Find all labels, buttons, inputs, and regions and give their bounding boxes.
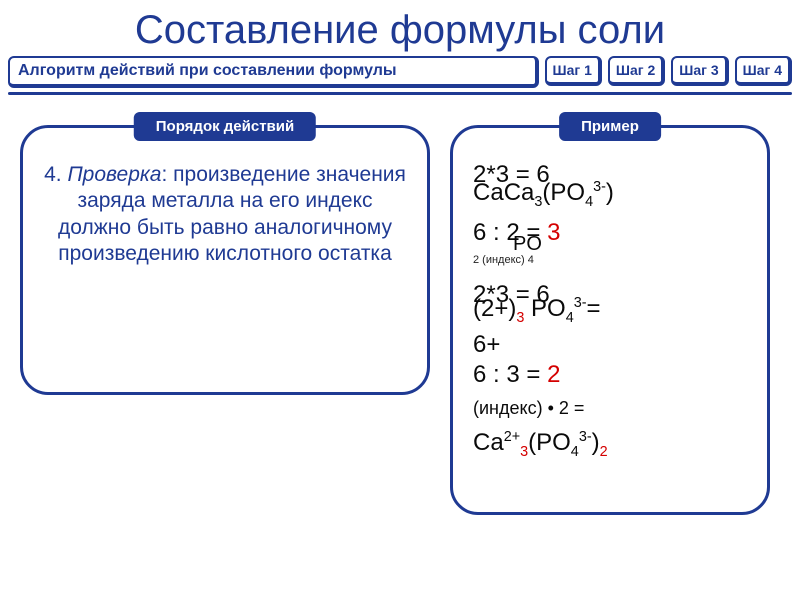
ex-l1b-mid: Ca [504, 179, 535, 206]
ex-l7h: 2 [600, 444, 608, 460]
ex-l1b-s5: ) [606, 179, 614, 206]
instruction-text: 4. Проверка: произведение значения заряд… [37, 160, 413, 269]
ex-l7g: ) [592, 429, 600, 456]
ex-line-2-tiny: 2 (индекс) 4 [473, 254, 747, 268]
ex-l7c: 3 [520, 444, 528, 460]
ex-l7d: (PO [528, 429, 571, 456]
ex-line-5: 6 : 3 = 2 [473, 360, 747, 390]
ex-l1b-pre: Ca [473, 179, 504, 206]
card-actions: Порядок действий 4. Проверка: произведен… [20, 125, 430, 395]
content-row: Порядок действий 4. Проверка: произведен… [0, 95, 800, 515]
card-example: Пример 2*3 = 6 CaCa3(PO43-) 6 : 2 = 3 PO… [450, 125, 770, 515]
page-title: Составление формулы соли [0, 0, 800, 52]
ex-l3d: PO [524, 295, 565, 322]
ex-l7a: Ca [473, 429, 504, 456]
ex-l1b-s3: 4 [585, 194, 593, 210]
ex-l3e: 4 [566, 310, 574, 326]
instruction-prefix: 4. [44, 163, 67, 186]
ex-l1b-s4: 3- [593, 179, 606, 195]
ex-l7e: 4 [571, 444, 579, 460]
tab-step-1[interactable]: Шаг 1 [545, 56, 602, 86]
ex-l2b: PO [513, 233, 542, 255]
ex-l7f: 3- [579, 429, 592, 445]
ex-line-7: Ca2+3(PO43-)2 [473, 428, 747, 461]
card-actions-header: Порядок действий [134, 112, 316, 141]
ex-l6: (индекс) • 2 = [473, 398, 584, 418]
ex-l3b: (2+) [473, 295, 516, 322]
tabs-row: Алгоритм действий при составлении формул… [0, 52, 800, 88]
ex-l5a-num: 2 [547, 361, 560, 388]
card-example-header: Пример [559, 112, 661, 141]
ex-l7b: 2+ [504, 429, 520, 445]
example-stack: 2*3 = 6 CaCa3(PO43-) 6 : 2 = 3 PO 2 (инд… [467, 160, 753, 500]
ex-l3g: = [587, 295, 601, 322]
algorithm-label: Алгоритм действий при составлении формул… [8, 56, 539, 88]
instruction-em: Проверка [67, 163, 161, 186]
ex-line-1b: CaCa3(PO43-) [473, 178, 747, 211]
tab-step-4[interactable]: Шаг 4 [735, 56, 792, 86]
ex-l5a: 6 : 3 = [473, 361, 547, 388]
ex-line-3b: (2+)3 PO43-= [473, 294, 747, 327]
tab-step-2[interactable]: Шаг 2 [608, 56, 665, 86]
ex-l1b-s2: (PO [542, 179, 585, 206]
ex-line-6: (индекс) • 2 = [473, 392, 747, 422]
tab-step-3[interactable]: Шаг 3 [671, 56, 728, 86]
ex-line-4: 6+ [473, 330, 747, 360]
ex-l3f: 3- [574, 295, 587, 311]
